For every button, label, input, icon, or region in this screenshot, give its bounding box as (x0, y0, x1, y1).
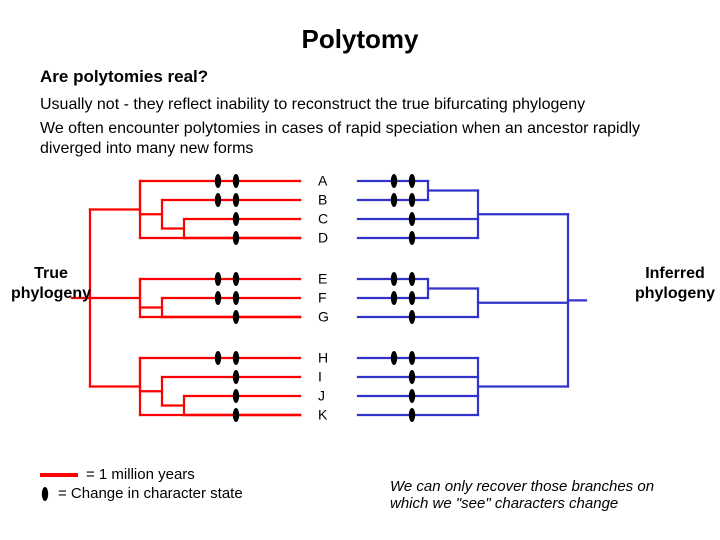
svg-text:A: A (318, 173, 328, 189)
svg-text:F: F (318, 290, 327, 306)
legend-line-text: = 1 million years (86, 466, 195, 483)
paragraph-2: We often encounter polytomies in cases o… (40, 119, 680, 159)
svg-text:I: I (318, 369, 322, 385)
svg-text:B: B (318, 192, 327, 208)
legend-line-icon (40, 473, 78, 477)
svg-text:H: H (318, 350, 328, 366)
svg-text:D: D (318, 230, 328, 246)
svg-text:G: G (318, 309, 329, 325)
true-phylogeny-label: True phylogeny (6, 264, 96, 304)
svg-text:C: C (318, 211, 328, 227)
legend-tick-text: = Change in character state (58, 485, 243, 502)
svg-text:K: K (318, 407, 328, 423)
question-heading: Are polytomies real? (40, 67, 680, 87)
legend: = 1 million years = Change in character … (40, 464, 243, 504)
inferred-phylogeny-label: Inferred phylogeny (630, 264, 720, 304)
svg-text:J: J (318, 388, 325, 404)
page-title: Polytomy (40, 24, 680, 55)
bottom-caption: We can only recover those branches on wh… (390, 478, 690, 512)
svg-text:E: E (318, 271, 327, 287)
paragraph-1: Usually not - they reflect inability to … (40, 95, 680, 115)
legend-tick-icon (40, 486, 50, 502)
tree-svg: ABCD EFG HIJK (40, 169, 680, 429)
phylogeny-diagram: True phylogeny Inferred phylogeny ABCDEF… (40, 169, 680, 429)
